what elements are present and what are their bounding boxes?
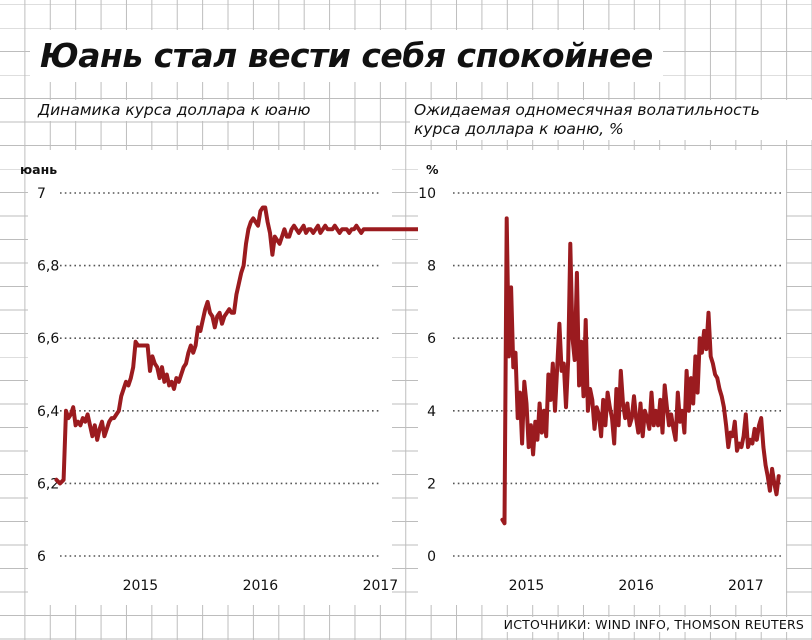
y-tick-label: 6,4 bbox=[37, 404, 59, 420]
plot-background bbox=[28, 150, 392, 605]
y-tick-label: 10 bbox=[418, 186, 436, 202]
y-unit-label: % bbox=[426, 162, 439, 177]
series-line bbox=[54, 205, 428, 486]
y-tick-label: 2 bbox=[427, 476, 436, 492]
x-tick-label: 2017 bbox=[363, 578, 399, 594]
x-tick-label: 2016 bbox=[243, 578, 279, 594]
x-tick-label: 2017 bbox=[728, 578, 764, 594]
x-tick-label: 2016 bbox=[618, 578, 654, 594]
y-tick-label: 6 bbox=[37, 549, 46, 565]
y-unit-label: юань bbox=[20, 162, 57, 177]
y-tick-label: 7 bbox=[37, 186, 46, 202]
right-chart-title: Ожидаемая одномесячная волатильность кур… bbox=[410, 100, 812, 140]
x-tick-label: 2015 bbox=[509, 578, 545, 594]
y-tick-label: 6,6 bbox=[37, 331, 59, 347]
x-tick-label: 2015 bbox=[123, 578, 159, 594]
y-tick-label: 6 bbox=[427, 331, 436, 347]
y-tick-label: 4 bbox=[427, 404, 436, 420]
y-tick-label: 6,2 bbox=[37, 476, 59, 492]
series-line bbox=[500, 216, 781, 526]
y-tick-label: 0 bbox=[427, 549, 436, 565]
plot-background bbox=[418, 150, 786, 605]
y-tick-label: 8 bbox=[427, 259, 436, 275]
y-tick-label: 6,8 bbox=[37, 259, 59, 275]
left-chart-title: Динамика курса доллара к юаню bbox=[34, 100, 315, 121]
page-title: Юань стал вести себя спокойнее bbox=[30, 30, 663, 82]
source-note: ИСТОЧНИКИ: WIND INFO, THOMSON REUTERS bbox=[499, 617, 808, 632]
